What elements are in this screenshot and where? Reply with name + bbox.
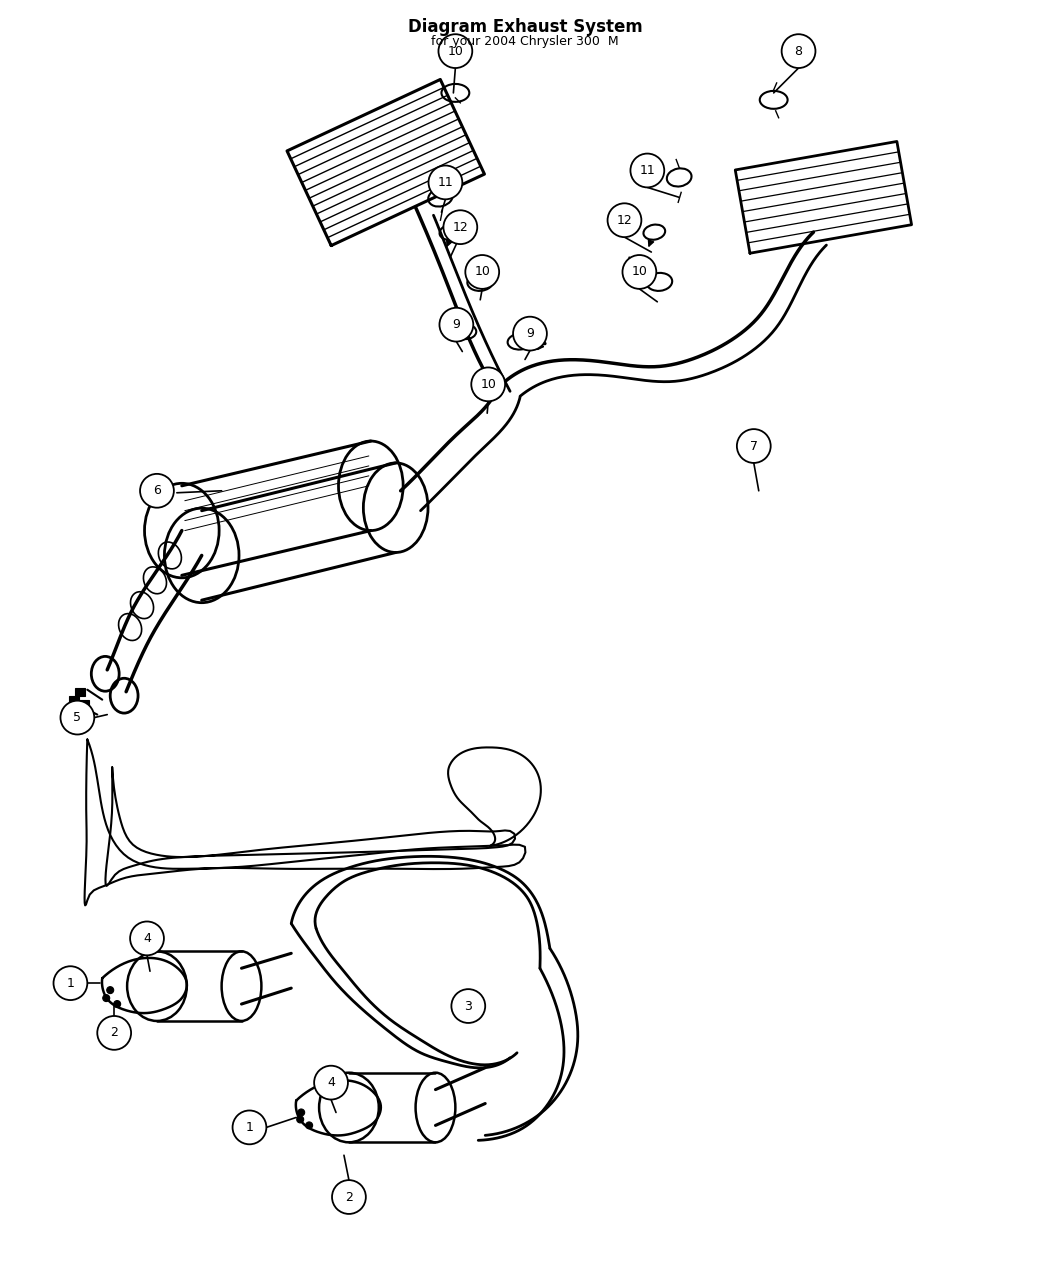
Circle shape <box>314 1066 348 1099</box>
Circle shape <box>781 34 816 68</box>
Circle shape <box>443 210 478 244</box>
Circle shape <box>98 1016 131 1049</box>
Circle shape <box>113 1001 121 1007</box>
Circle shape <box>608 203 642 237</box>
Circle shape <box>107 987 113 993</box>
Circle shape <box>54 966 87 1000</box>
Circle shape <box>465 255 499 289</box>
Circle shape <box>737 430 771 463</box>
Text: 3: 3 <box>464 1000 473 1012</box>
Text: 9: 9 <box>453 319 460 332</box>
Text: 7: 7 <box>750 440 758 453</box>
Text: 4: 4 <box>143 932 151 945</box>
Text: 10: 10 <box>447 45 463 57</box>
Text: 12: 12 <box>453 221 468 233</box>
Circle shape <box>130 922 164 955</box>
Text: 6: 6 <box>153 484 161 497</box>
Circle shape <box>428 166 462 199</box>
Circle shape <box>232 1111 267 1144</box>
Text: 8: 8 <box>795 45 802 57</box>
Circle shape <box>61 701 94 734</box>
Circle shape <box>298 1109 304 1116</box>
Text: 2: 2 <box>110 1026 118 1039</box>
Text: 10: 10 <box>631 265 648 278</box>
Circle shape <box>439 34 472 68</box>
Text: 1: 1 <box>66 977 75 989</box>
Circle shape <box>332 1181 365 1214</box>
Text: 5: 5 <box>74 711 82 724</box>
Text: 4: 4 <box>328 1076 335 1089</box>
Text: 9: 9 <box>526 328 533 340</box>
Text: 11: 11 <box>438 176 454 189</box>
Circle shape <box>513 316 547 351</box>
Bar <box>80 700 89 708</box>
Circle shape <box>471 367 505 402</box>
Text: 2: 2 <box>345 1191 353 1204</box>
Circle shape <box>440 307 474 342</box>
Circle shape <box>452 989 485 1023</box>
Text: 1: 1 <box>246 1121 253 1133</box>
Circle shape <box>103 994 109 1002</box>
Text: 10: 10 <box>475 265 490 278</box>
Text: Diagram Exhaust System: Diagram Exhaust System <box>407 18 643 36</box>
Circle shape <box>630 153 665 187</box>
Bar <box>69 696 80 704</box>
Circle shape <box>623 255 656 289</box>
Text: 11: 11 <box>639 164 655 177</box>
Text: 10: 10 <box>480 377 497 391</box>
Circle shape <box>140 474 174 507</box>
Text: for your 2004 Chrysler 300  M: for your 2004 Chrysler 300 M <box>432 36 618 48</box>
Bar <box>76 687 85 696</box>
Text: 12: 12 <box>616 214 632 227</box>
Circle shape <box>306 1122 313 1128</box>
Circle shape <box>297 1116 303 1123</box>
